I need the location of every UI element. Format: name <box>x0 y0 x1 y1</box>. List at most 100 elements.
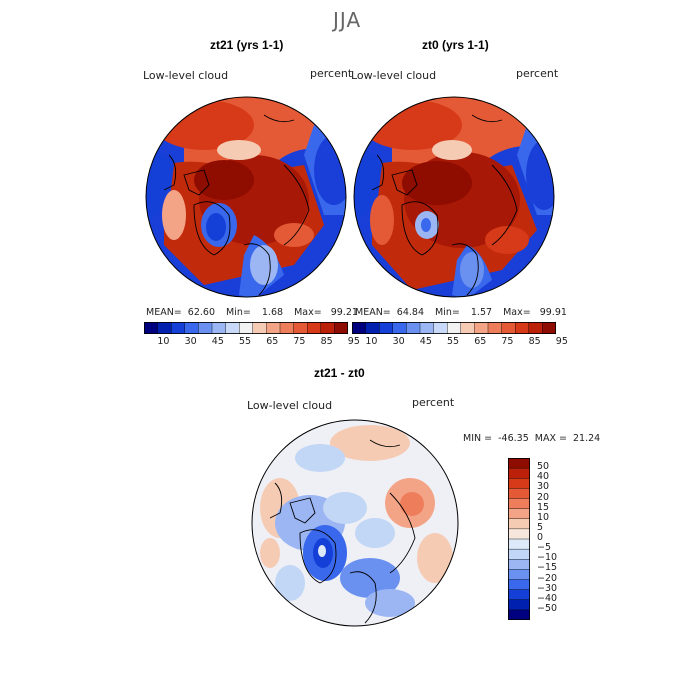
colorbar-difference-tick-label: 15 <box>537 501 550 513</box>
colorbar-zt21-swatch-10 <box>279 322 295 334</box>
colorbar-difference-tick-label: −30 <box>537 582 558 594</box>
colorbar-zt21-swatch-11 <box>293 322 308 334</box>
panel3-stats: MIN = -46.35 MAX = 21.24 <box>463 433 600 444</box>
colorbar-zt0-swatch-3 <box>392 322 407 334</box>
panel3-max: 21.24 <box>573 433 601 444</box>
colorbar-zt21-swatch-7 <box>238 322 254 334</box>
colorbar-zt0-tick-label: 65 <box>474 336 487 347</box>
panel3-title: zt21 - zt0 <box>314 366 365 380</box>
colorbar-zt21-swatch-2 <box>171 322 186 334</box>
colorbar-difference-tick-label: −5 <box>537 542 552 554</box>
colorbar-zt0-swatch-5 <box>419 322 435 334</box>
colorbar-zt21-tick-label: 45 <box>211 336 224 347</box>
panel1-stats: MEAN= 62.60 Min= 1.68 Max= 99.21 <box>146 307 358 318</box>
colorbar-zt21-tick-label: 30 <box>184 336 197 347</box>
colorbar-zt21 <box>144 322 348 334</box>
colorbar-difference-tick-label: −40 <box>537 592 558 604</box>
colorbar-zt21-tick-label: 65 <box>266 336 279 347</box>
colorbar-difference-swatch-10 <box>508 559 530 570</box>
panel3-min-label: MIN = <box>463 433 493 444</box>
colorbar-zt0-swatch-14 <box>542 322 556 334</box>
panel3-units: percent <box>412 396 455 409</box>
colorbar-zt21-swatch-9 <box>266 322 281 334</box>
panel2-min: 1.57 <box>470 307 493 318</box>
colorbar-zt21-swatch-1 <box>157 322 172 334</box>
panel2-units: percent <box>516 67 559 80</box>
colorbar-zt0-tick-label: 85 <box>528 336 541 347</box>
panel1-field-label: Low-level cloud <box>143 69 229 82</box>
panel2-stats: MEAN= 64.84 Min= 1.57 Max= 99.91 <box>355 307 567 318</box>
panel3-field-label: Low-level cloud <box>247 399 333 412</box>
panel3-min: -46.35 <box>498 433 529 444</box>
colorbar-zt21-tick-label: 55 <box>239 336 252 347</box>
colorbar-difference-tick-label: 5 <box>537 521 544 533</box>
colorbar-difference-tick-label: 30 <box>537 481 550 493</box>
colorbar-difference-tick-label: −50 <box>537 602 558 614</box>
colorbar-difference-swatch-3 <box>508 488 530 500</box>
colorbar-zt0-swatch-11 <box>501 322 516 334</box>
colorbar-difference-swatch-4 <box>508 498 530 510</box>
panel2-mean-label: MEAN= <box>355 307 391 318</box>
colorbar-zt0-tick-label: 45 <box>419 336 432 347</box>
panel1-units: percent <box>310 67 353 80</box>
colorbar-zt21-tick-label: 75 <box>293 336 306 347</box>
panel2-min-label: Min= <box>435 307 460 318</box>
colorbar-zt0-swatch-7 <box>446 322 462 334</box>
colorbar-zt0 <box>352 322 556 334</box>
colorbar-zt21-tick-label: 95 <box>347 336 360 347</box>
colorbar-zt0-swatch-13 <box>528 322 543 334</box>
colorbar-zt21-tick-label: 10 <box>157 336 170 347</box>
colorbar-zt0-tick-label: 10 <box>365 336 378 347</box>
colorbar-difference-tick-label: 20 <box>537 491 550 503</box>
panel3-max-label: MAX = <box>534 433 567 444</box>
colorbar-difference-tick-label: 40 <box>537 471 550 483</box>
panel2-mean: 64.84 <box>396 307 424 318</box>
colorbar-difference-swatch-1 <box>508 467 530 479</box>
colorbar-difference-tick-label: 0 <box>537 532 544 543</box>
colorbar-zt21-swatch-8 <box>252 322 267 334</box>
colorbar-difference-swatch-7 <box>508 528 530 540</box>
colorbar-difference-swatch-6 <box>508 518 530 530</box>
panel2-title: zt0 (yrs 1-1) <box>422 38 489 52</box>
colorbar-difference-tick-label: 10 <box>537 511 550 523</box>
panel1-mean-label: MEAN= <box>146 307 182 318</box>
colorbar-zt21-swatch-0 <box>144 322 159 334</box>
colorbar-difference-swatch-8 <box>508 538 530 550</box>
panel1-min: 1.68 <box>261 307 284 318</box>
colorbar-zt0-swatch-1 <box>365 322 380 334</box>
colorbar-zt0-swatch-12 <box>514 322 530 334</box>
colorbar-zt0-tick-label: 75 <box>501 336 514 347</box>
colorbar-difference-swatch-13 <box>508 589 530 601</box>
panel2-field-label: Low-level cloud <box>351 69 437 82</box>
colorbar-zt0-swatch-6 <box>433 322 448 334</box>
colorbar-zt21-swatch-6 <box>225 322 240 334</box>
panel1-max-label: Max= <box>294 307 322 318</box>
colorbar-difference-tick-label: −15 <box>537 562 558 574</box>
colorbar-zt21-swatch-13 <box>320 322 335 334</box>
colorbar-zt0-tick-label: 55 <box>447 336 460 347</box>
colorbar-difference-tick-label: −20 <box>537 572 558 584</box>
colorbar-zt0-swatch-10 <box>487 322 503 334</box>
map-zt0 <box>353 96 555 298</box>
colorbar-zt21-swatch-12 <box>306 322 322 334</box>
colorbar-zt21-swatch-5 <box>211 322 227 334</box>
colorbar-difference-swatch-5 <box>508 508 530 520</box>
season-title: JJA <box>333 8 362 32</box>
colorbar-difference-swatch-12 <box>508 579 530 591</box>
panel1-max: 99.21 <box>330 307 358 318</box>
colorbar-zt0-swatch-4 <box>406 322 421 334</box>
colorbar-difference-swatch-9 <box>508 548 530 560</box>
panel2-max: 99.91 <box>539 307 567 318</box>
colorbar-zt0-swatch-8 <box>460 322 475 334</box>
colorbar-difference-swatch-15 <box>508 609 530 620</box>
panel2-max-label: Max= <box>503 307 531 318</box>
colorbar-difference-tick-label: 50 <box>537 461 550 473</box>
colorbar-difference-swatch-0 <box>508 458 530 469</box>
colorbar-zt0-tick-label: 30 <box>392 336 405 347</box>
colorbar-zt21-swatch-14 <box>334 322 348 334</box>
panel1-mean: 62.60 <box>187 307 215 318</box>
colorbar-difference-swatch-11 <box>508 569 530 581</box>
colorbar-zt0-tick-label: 95 <box>555 336 568 347</box>
panel1-min-label: Min= <box>226 307 251 318</box>
colorbar-zt21-tick-label: 85 <box>320 336 333 347</box>
